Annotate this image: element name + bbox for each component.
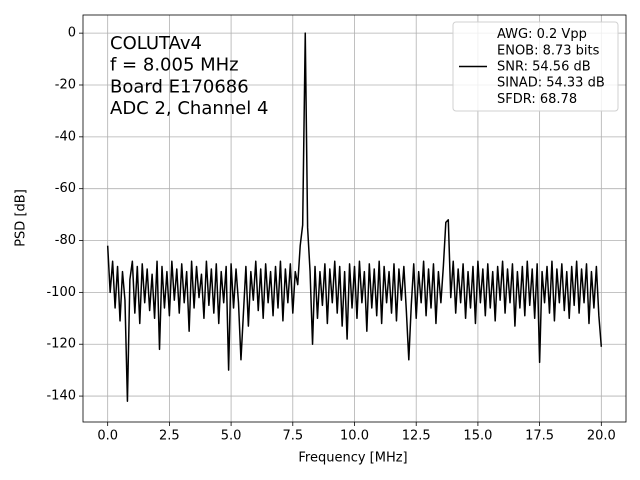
y-axis-label: PSD [dB]	[14, 189, 29, 247]
x-tick-label: 0.0	[97, 429, 118, 444]
y-tick-label: -80	[55, 233, 76, 248]
x-tick-label: 10.0	[340, 429, 369, 444]
data-line	[106, 32, 603, 403]
x-axis-label: Frequency [MHz]	[298, 451, 407, 466]
y-tick-label: -100	[46, 285, 76, 300]
x-tick-label: 12.5	[402, 429, 431, 444]
y-tick-label: -140	[46, 389, 76, 404]
y-tick-label: 0	[68, 26, 76, 41]
annotation: COLUTAv4	[110, 33, 202, 54]
x-tick-label: 15.0	[463, 429, 492, 444]
y-tick-label: -120	[46, 337, 76, 352]
x-tick-label: 17.5	[525, 429, 554, 444]
x-tick-label: 2.5	[159, 429, 180, 444]
annotation: f = 8.005 MHz	[110, 55, 239, 76]
annotation: ADC 2, Channel 4	[110, 98, 268, 119]
x-tick-label: 20.0	[587, 429, 616, 444]
x-tick-label: 5.0	[221, 429, 242, 444]
plot-area	[106, 32, 603, 403]
y-tick-label: -40	[55, 129, 76, 144]
legend-label: AWG: 0.2 Vpp ENOB: 8.73 bits SNR: 54.56 dB…	[497, 27, 605, 107]
legend: AWG: 0.2 Vpp ENOB: 8.73 bits SNR: 54.56 dB…	[452, 21, 619, 112]
y-tick-label: -20	[55, 77, 76, 92]
legend-box	[452, 21, 619, 112]
annotation: Board E170686	[110, 76, 249, 97]
y-tick-label: -60	[55, 181, 76, 196]
x-tick-label: 7.5	[282, 429, 303, 444]
